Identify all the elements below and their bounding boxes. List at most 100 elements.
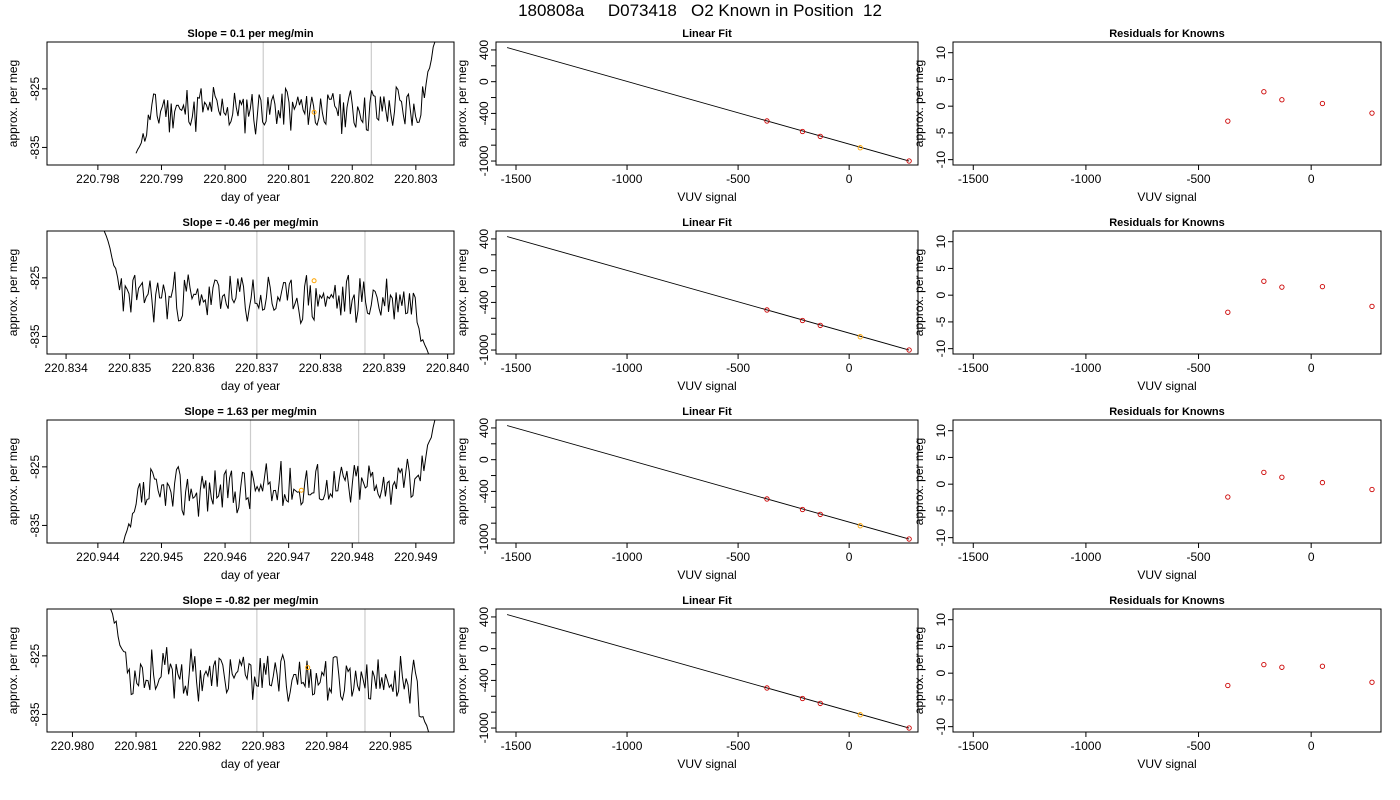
data-point (764, 685, 770, 691)
plot-area (1225, 661, 1375, 689)
plot-area (1225, 89, 1375, 124)
x-tick-label: -1500 (501, 361, 532, 375)
x-tick-label: 220.837 (235, 361, 279, 375)
x-axis-label: VUV signal (1137, 379, 1196, 393)
x-tick-label: 0 (1308, 361, 1315, 375)
x-tick-label: 220.980 (51, 739, 95, 753)
x-tick-label: 220.798 (76, 172, 120, 186)
y-tick-label: -1000 (477, 145, 491, 176)
data-point (764, 307, 770, 313)
plot-frame (952, 230, 1382, 355)
data-point (764, 496, 770, 502)
highlight-point (857, 145, 863, 151)
x-axis-label: VUV signal (1137, 757, 1196, 771)
x-tick-label: 220.800 (203, 172, 247, 186)
x-tick-label: 220.836 (172, 361, 216, 375)
chart-panel-2: Linear Fit -1500 -1000 -500 0 400 0 -400 -1000 VU… (455, 28, 919, 204)
panel-title: Linear Fit (682, 28, 732, 40)
panel-title: Linear Fit (682, 595, 732, 607)
data-point (906, 725, 912, 731)
y-tick-label: -10 (934, 151, 948, 169)
data-trace (135, 42, 436, 154)
plot-frame (952, 608, 1382, 733)
data-point (799, 506, 806, 513)
y-tick-label: 400 (477, 418, 491, 438)
panel-title: Residuals for Knowns (1109, 28, 1225, 40)
plot-frame (495, 230, 919, 355)
data-point (1261, 89, 1267, 95)
plot-frame (46, 230, 455, 355)
x-axis-label: day of year (221, 190, 280, 204)
y-tick-label: -10 (934, 340, 948, 358)
x-tick-label: -1500 (501, 172, 532, 186)
x-axis-label: VUV signal (677, 568, 736, 582)
plot-area (506, 236, 912, 353)
x-tick-label: -500 (1187, 550, 1211, 564)
y-tick-label: 0 (477, 645, 491, 652)
data-point (1369, 303, 1375, 310)
y-tick-label: -825 (28, 455, 42, 479)
y-tick-label: -835 (28, 513, 42, 537)
data-point (906, 536, 912, 542)
fit-line (506, 614, 910, 729)
x-tick-label: 220.835 (108, 361, 152, 375)
y-tick-label: -835 (28, 324, 42, 348)
y-tick-label: -825 (28, 644, 42, 668)
y-tick-label: 10 (934, 424, 948, 438)
x-axis-label: VUV signal (1137, 568, 1196, 582)
fit-line (506, 425, 910, 540)
data-point (1279, 284, 1285, 290)
y-tick-label: 10 (934, 235, 948, 249)
x-tick-label: 0 (846, 739, 853, 753)
y-tick-label: -1000 (477, 334, 491, 365)
y-axis-label: approx. per meg (6, 438, 20, 525)
data-point (1225, 682, 1231, 689)
chart-panel-1: Slope = 0.1 per meg/min 220.798 220.799 220… (6, 28, 455, 204)
chart-panel-12: Residuals for Knowns -1500 -1000 -500 0 10 5 0 -… (912, 595, 1382, 771)
data-point (1225, 494, 1231, 500)
plot-frame (46, 419, 455, 544)
x-tick-label: -500 (1187, 361, 1211, 375)
y-tick-label: 10 (934, 46, 948, 60)
x-tick-label: 220.949 (394, 550, 438, 564)
x-tick-label: -500 (1187, 172, 1211, 186)
x-axis-label: day of year (221, 757, 280, 771)
y-tick-label: -400 (477, 290, 491, 314)
y-axis-label: approx. per meg (6, 627, 20, 714)
x-tick-label: 220.801 (267, 172, 311, 186)
y-tick-label: -825 (28, 266, 42, 290)
y-axis-label: approx. per meg (455, 438, 469, 525)
x-tick-label: 220.947 (267, 550, 311, 564)
x-tick-label: -500 (726, 172, 750, 186)
plot-frame (952, 41, 1382, 166)
x-tick-label: -1000 (1071, 739, 1102, 753)
x-tick-label: 220.834 (44, 361, 88, 375)
chart-panel-3: Residuals for Knowns -1500 -1000 -500 0 10 5 0 -… (912, 28, 1382, 204)
panel-title: Slope = -0.46 per meg/min (182, 217, 318, 229)
panel-title: Linear Fit (682, 406, 732, 418)
y-axis-label: approx. per meg (912, 438, 926, 525)
y-tick-label: -835 (28, 702, 42, 726)
fit-line (506, 236, 910, 351)
x-tick-label: -500 (726, 739, 750, 753)
data-point (799, 695, 806, 702)
chart-panel-6: Residuals for Knowns -1500 -1000 -500 0 10 5 0 -… (912, 217, 1382, 393)
data-point (1261, 278, 1267, 284)
y-axis-label: approx. per meg (912, 60, 926, 147)
highlight-point (311, 109, 317, 115)
x-tick-label: 220.839 (362, 361, 406, 375)
x-tick-label: -500 (1187, 739, 1211, 753)
y-tick-label: 400 (477, 229, 491, 249)
chart-panel-10: Slope = -0.82 per meg/min 220.980 220.981 2… (6, 595, 455, 771)
y-tick-label: 0 (934, 292, 948, 299)
data-point (1369, 679, 1375, 685)
y-axis-label: approx. per meg (455, 60, 469, 147)
x-tick-label: 0 (1308, 739, 1315, 753)
y-axis-label: approx. per meg (455, 627, 469, 714)
panel-title: Slope = 0.1 per meg/min (187, 28, 314, 40)
chart-panel-11: Linear Fit -1500 -1000 -500 0 400 0 -400 -1000 VU… (455, 595, 919, 771)
data-point (1225, 118, 1231, 124)
x-axis-label: VUV signal (1137, 190, 1196, 204)
data-trace (103, 231, 430, 354)
